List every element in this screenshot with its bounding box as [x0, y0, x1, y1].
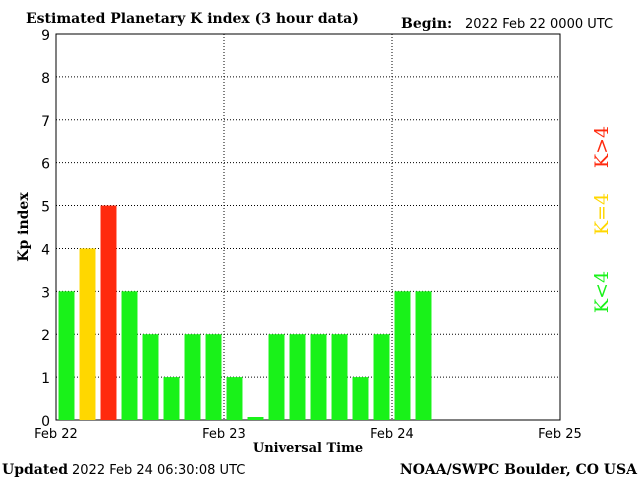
y-tick-label: 3: [41, 285, 50, 301]
chart-title: Estimated Planetary K index (3 hour data…: [26, 11, 359, 27]
kp-bar: [142, 334, 159, 420]
x-axis-label: Universal Time: [253, 441, 363, 456]
begin-label: Begin:: [401, 16, 452, 32]
x-tick-label: Feb 22: [34, 427, 78, 442]
legend-below: K<4: [591, 271, 613, 313]
kp-bar: [205, 334, 222, 420]
y-tick-label: 6: [41, 157, 50, 173]
kp-bar: [184, 334, 201, 420]
kp-bar: [226, 377, 243, 420]
credit: NOAA/SWPC Boulder, CO USA: [400, 462, 638, 478]
y-tick-label: 9: [41, 28, 50, 44]
updated-label: Updated: [2, 462, 68, 478]
legend-above: K>4: [591, 126, 613, 168]
kp-bar: [100, 205, 117, 420]
y-axis-label: Kp index: [16, 192, 32, 262]
y-tick-label: 8: [41, 71, 50, 87]
begin-value: 2022 Feb 22 0000 UTC: [465, 17, 613, 32]
kp-bar: [163, 377, 180, 420]
kp-bar: [373, 334, 390, 420]
x-tick-label: Feb 24: [370, 427, 414, 442]
y-tick-label: 1: [41, 371, 50, 387]
plot-frame: [55, 33, 561, 421]
y-tick-label: 7: [41, 114, 50, 130]
x-tick-label: Feb 25: [538, 427, 582, 442]
y-tick-labels: 0 1 2 3 4 5 6 7 8 9: [41, 28, 50, 430]
bar-series: [58, 205, 432, 420]
updated-value: 2022 Feb 24 06:30:08 UTC: [72, 463, 245, 478]
kp-bar: [289, 334, 306, 420]
x-tick-labels: Feb 22 Feb 23 Feb 24 Feb 25: [34, 427, 582, 442]
kp-bar: [310, 334, 327, 420]
x-tick-label: Feb 23: [202, 427, 246, 442]
kp-bar: [394, 291, 411, 420]
grid-lines: [56, 34, 560, 420]
y-tick-label: 2: [41, 328, 50, 344]
kp-bar: [58, 291, 75, 420]
kp-bar: [247, 416, 264, 420]
kp-bar: [268, 334, 285, 420]
kp-bar: [79, 248, 96, 420]
kp-bar: [415, 291, 432, 420]
y-tick-label: 4: [41, 242, 50, 258]
kp-bar: [121, 291, 138, 420]
kp-bar: [352, 377, 369, 420]
y-tick-label: 5: [41, 200, 50, 216]
legend-equal: K=4: [591, 193, 613, 235]
kp-bar: [331, 334, 348, 420]
y-tick-label: 0: [41, 414, 50, 430]
